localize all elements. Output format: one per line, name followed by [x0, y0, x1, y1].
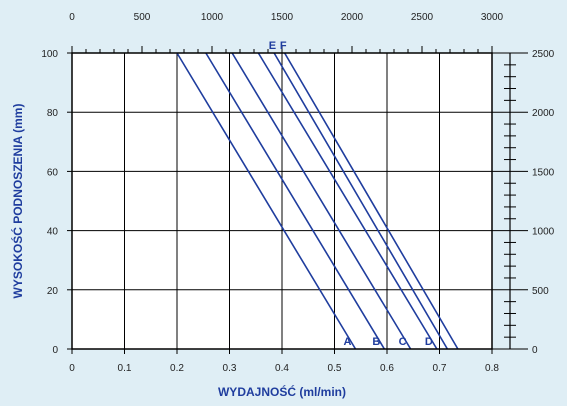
series-lines [176, 52, 459, 350]
y-tick-label: 0 [52, 345, 58, 356]
x-axis-bottom: 0 0.1 0.2 0.3 0.4 0.5 0.6 0.7 0.8 [69, 349, 499, 374]
y-axis-right: 0 500 1000 1500 2000 2500 [492, 49, 555, 356]
series-line-a [176, 52, 357, 350]
x-tick-label: 0.4 [275, 363, 289, 374]
top-axis-tick-label: 1000 [201, 12, 224, 23]
x-tick-label: 0.3 [223, 363, 237, 374]
series-line-b [205, 52, 386, 350]
x-tick-label: 0.1 [118, 363, 132, 374]
right-axis-tick-label: 1500 [532, 167, 555, 178]
y-axis-title: WYSOKOŚĆ PODNOSZENIA (mm) [10, 104, 25, 299]
x-axis-title: WYDAJNOŚĆ (ml/min) [218, 384, 346, 399]
x-tick-label: 0.6 [380, 363, 394, 374]
y-tick-label: 100 [41, 49, 58, 60]
y-tick-label: 40 [47, 227, 59, 238]
series-label-e: E [269, 40, 276, 52]
top-axis-tick-label: 3000 [481, 12, 504, 23]
right-axis-tick-label: 500 [532, 286, 549, 297]
x-tick-label: 0.2 [170, 363, 184, 374]
series-label-b: B [372, 336, 380, 348]
x-axis-top: 0 500 1000 1500 2000 2500 3000 [69, 12, 504, 53]
right-axis-tick-label: 1000 [532, 227, 555, 238]
series-line-e [273, 52, 449, 350]
series-line-c [231, 52, 412, 350]
series-label-a: A [344, 336, 352, 348]
x-tick-label: 0.5 [328, 363, 342, 374]
x-tick-label: 0 [69, 363, 75, 374]
top-axis-tick-label: 2000 [341, 12, 364, 23]
y-tick-label: 20 [47, 286, 59, 297]
top-axis-tick-label: 0 [69, 12, 75, 23]
x-tick-label: 0.8 [485, 363, 499, 374]
series-label-d: D [425, 336, 433, 348]
right-axis-tick-label: 0 [532, 345, 538, 356]
series-labels: A B C D E F [269, 40, 433, 348]
right-axis-tick-label: 2000 [532, 108, 555, 119]
right-axis-tick-label: 2500 [532, 49, 555, 60]
top-axis-tick-label: 500 [134, 12, 151, 23]
top-axis-tick-label: 1500 [271, 12, 294, 23]
series-label-f: F [280, 40, 287, 52]
y-axis-left: 0 20 40 60 80 100 [41, 49, 72, 356]
series-line-f [283, 52, 459, 350]
top-axis-tick-label: 2500 [411, 12, 434, 23]
x-tick-label: 0.7 [433, 363, 447, 374]
y-tick-label: 60 [47, 167, 59, 178]
series-label-c: C [399, 336, 407, 348]
series-line-d [257, 52, 438, 350]
y-tick-label: 80 [47, 108, 59, 119]
